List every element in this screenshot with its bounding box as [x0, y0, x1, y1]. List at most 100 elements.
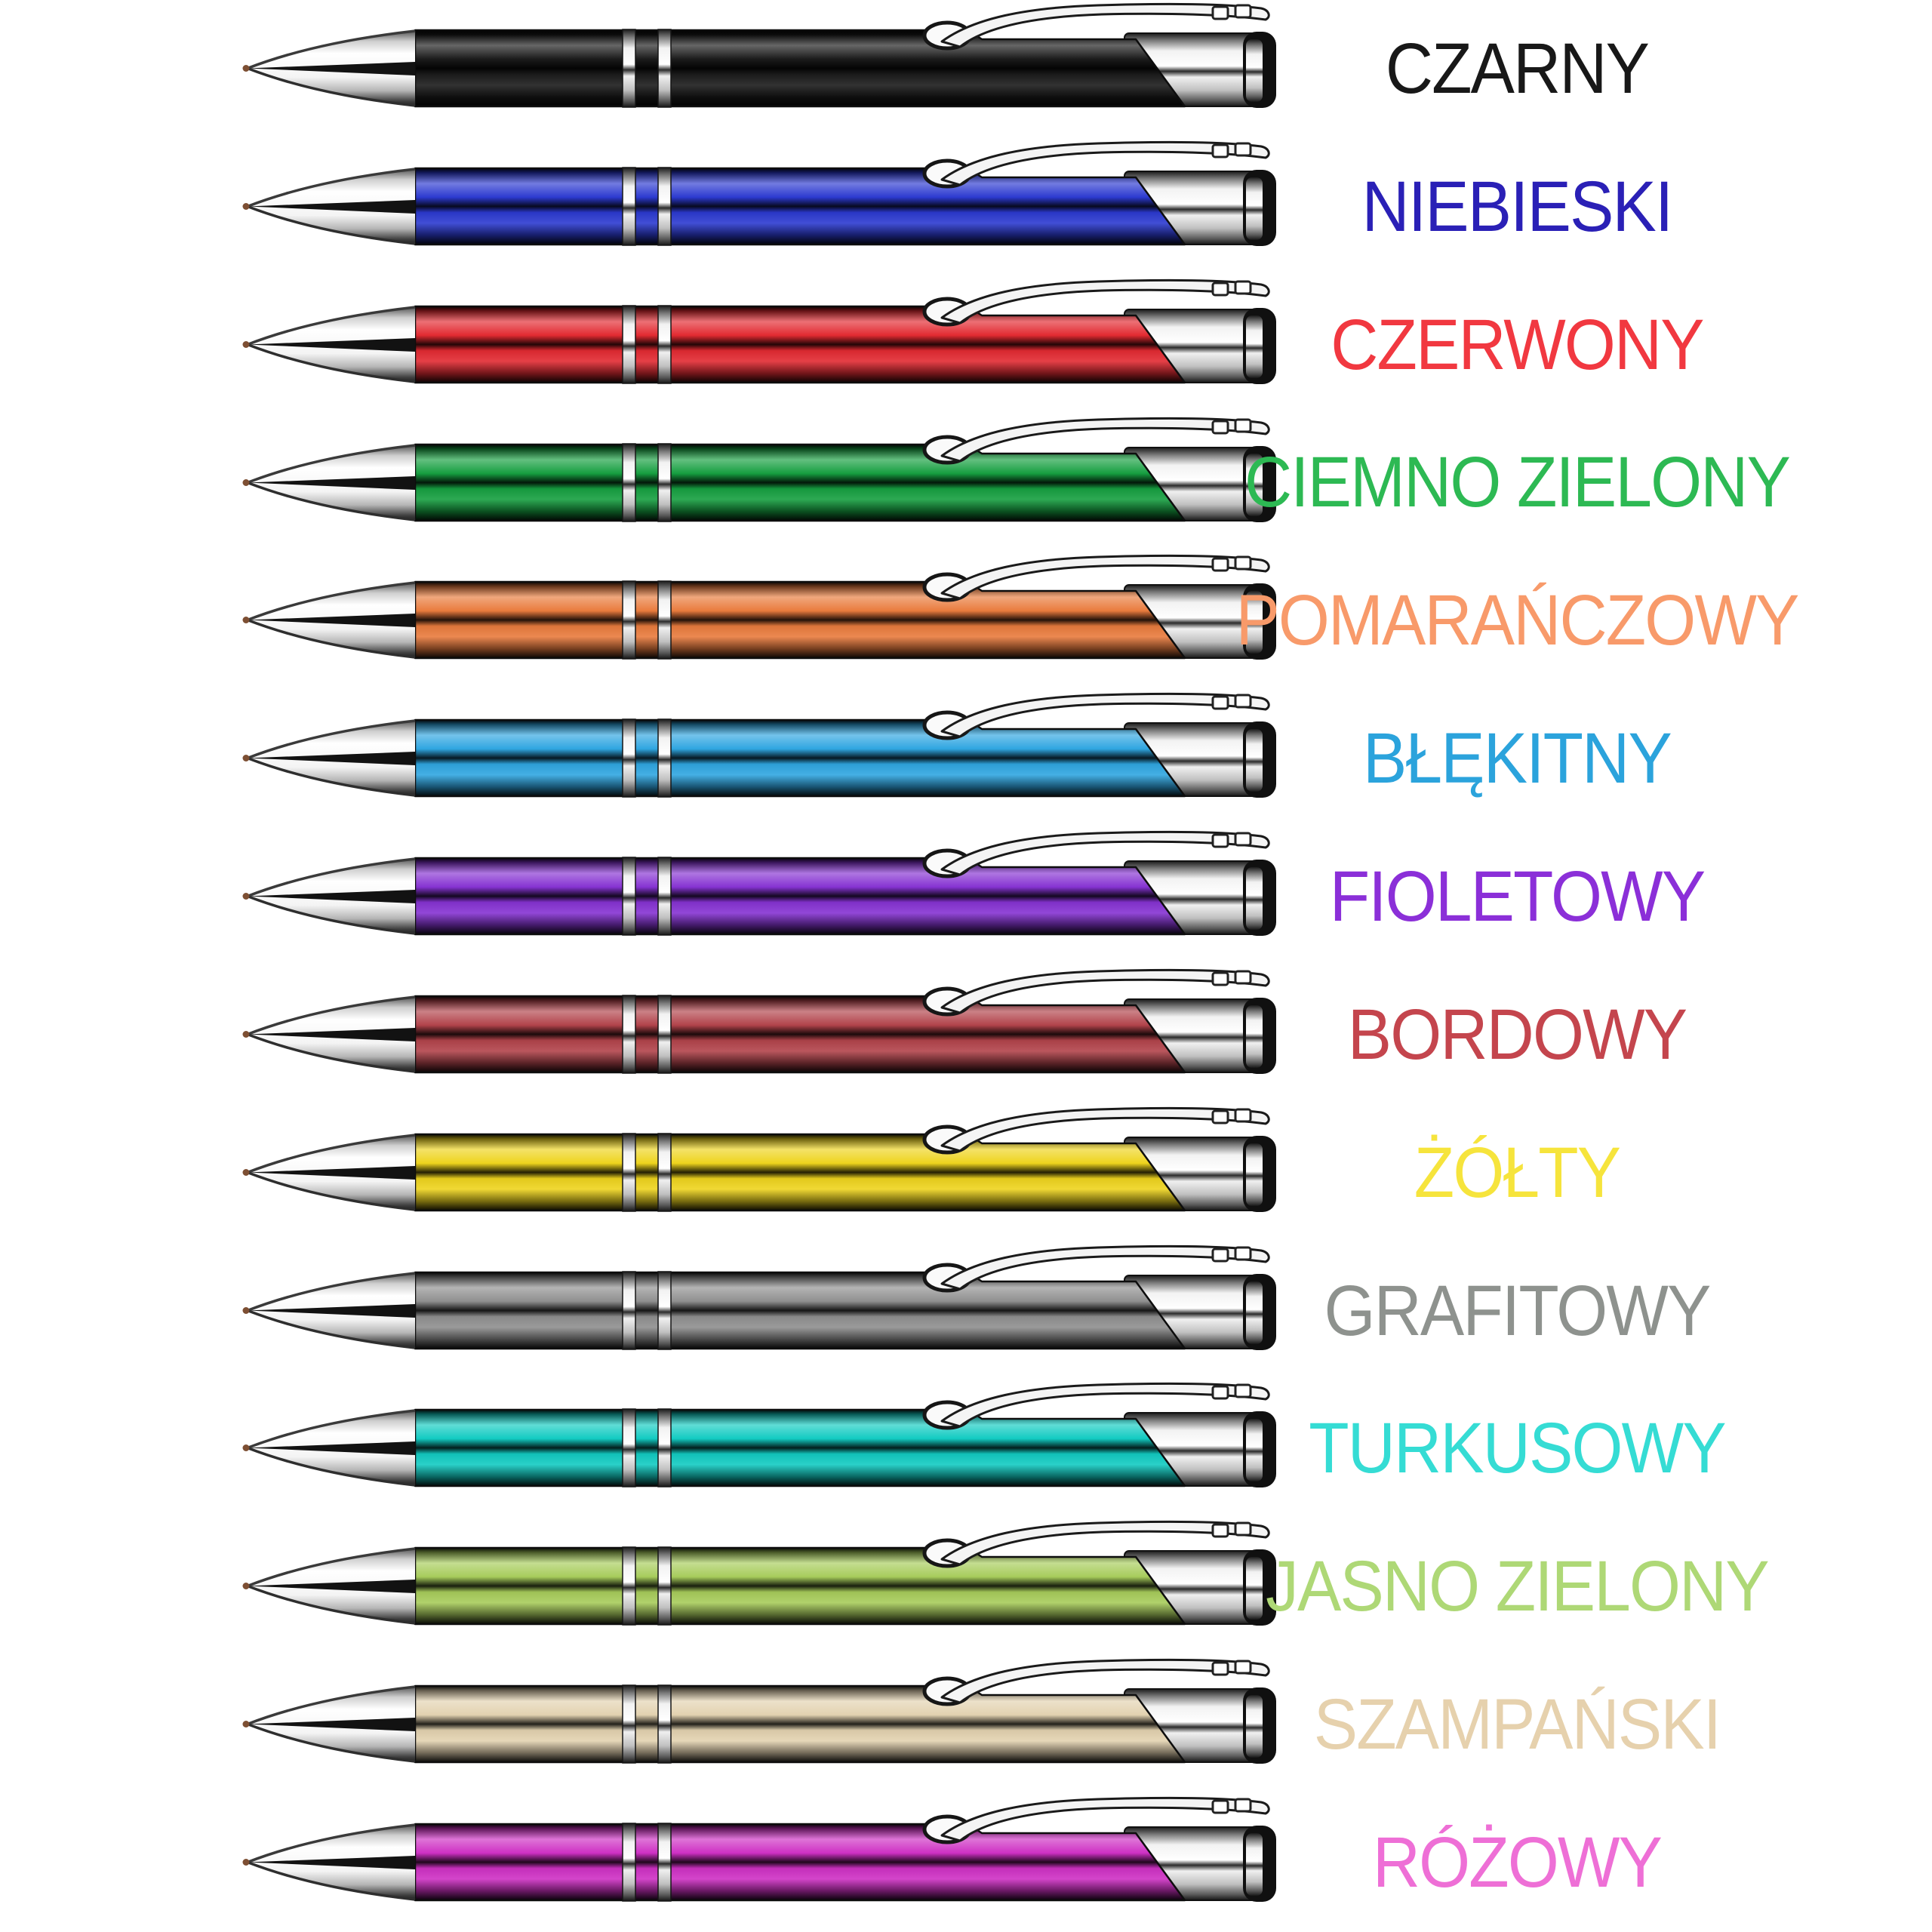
pen-ball-point	[242, 1168, 250, 1176]
pen-clip-detail-1	[1211, 1385, 1229, 1400]
pen-clip-detail-2	[1234, 694, 1252, 709]
pen-tip-core	[248, 1165, 415, 1180]
pen-clip-detail-2	[1234, 4, 1252, 19]
pen-tip-edge-top	[247, 857, 416, 898]
pen-button	[1246, 315, 1263, 378]
pen-illustration	[242, 417, 1276, 522]
pen-ball-point	[242, 202, 250, 210]
pen-ring-front	[622, 1823, 636, 1902]
pen-tip-edge-top	[247, 1547, 416, 1588]
pen-row: CZERWONY	[0, 276, 1932, 414]
pen-ring-front	[622, 995, 636, 1074]
pen-illustration	[242, 140, 1276, 246]
pen-clip	[940, 1521, 1270, 1566]
pen-button	[1246, 1832, 1263, 1896]
pen-tip-edge-top	[247, 719, 416, 760]
pen-ring-rear	[657, 1823, 672, 1902]
pen-row: BORDOWY	[0, 966, 1932, 1104]
pen-ball-point	[242, 1030, 250, 1038]
pen-row: NIEBIESKI	[0, 138, 1932, 276]
pen-ring-rear	[657, 857, 672, 936]
pen-clip	[940, 1383, 1270, 1428]
pen-illustration	[242, 968, 1276, 1074]
pen-barrel	[414, 1823, 1186, 1902]
pen-illustration	[242, 1106, 1276, 1212]
pen-ball-point	[242, 1858, 250, 1866]
pen-button	[1246, 177, 1263, 240]
pen-row: GRAFITOWY	[0, 1242, 1932, 1380]
pen-tip-core	[248, 752, 415, 766]
pen-clip	[940, 968, 1270, 1014]
pen-clip	[940, 1658, 1270, 1704]
pen-row: RÓŻOWY	[0, 1794, 1932, 1932]
pen-clip-detail-1	[1211, 971, 1229, 986]
pen-row: CIEMNO ZIELONY	[0, 414, 1932, 552]
pen-tip-core	[248, 1580, 415, 1594]
pen-color-label: CZARNY	[1385, 28, 1650, 109]
pen-ball-point	[242, 340, 250, 348]
pen-color-label: TURKUSOWY	[1309, 1408, 1726, 1489]
pen-button	[1246, 39, 1263, 102]
pen-ring-rear	[657, 718, 672, 798]
pen-ball-point	[242, 1306, 250, 1314]
pen-ring-front	[622, 1546, 636, 1626]
pen-ring-rear	[657, 1684, 672, 1764]
pen-color-label: ŻÓŁTY	[1414, 1132, 1621, 1213]
pen-clip-detail-1	[1211, 1247, 1229, 1263]
pen-tip-edge-bottom	[247, 66, 416, 107]
pen-tip-core	[248, 890, 415, 904]
pen-tip-core	[248, 1718, 415, 1732]
pen-button	[1246, 1419, 1263, 1482]
pen-clip-detail-2	[1234, 1108, 1252, 1123]
pen-ring-front	[622, 857, 636, 936]
pen-color-label: CZERWONY	[1331, 304, 1704, 385]
pen-color-label: FIOLETOWY	[1329, 856, 1706, 937]
pen-clip-detail-2	[1234, 280, 1252, 295]
pen-clip-detail-2	[1234, 555, 1252, 571]
pen-clip-detail-2	[1234, 1798, 1252, 1813]
pen-barrel	[414, 995, 1186, 1074]
pen-clip-detail-1	[1211, 1799, 1229, 1814]
pen-illustration	[242, 830, 1276, 937]
pen-button	[1246, 1557, 1263, 1620]
pen-barrel	[414, 167, 1186, 246]
pen-color-label: CIEMNO ZIELONY	[1244, 442, 1791, 523]
pen-barrel	[414, 443, 1186, 521]
pen-barrel	[414, 1133, 1186, 1211]
pen-tip-edge-bottom	[247, 1309, 416, 1349]
pen-clip	[940, 1796, 1270, 1842]
pen-illustration	[242, 278, 1276, 384]
pen-tip-edge-bottom	[247, 894, 416, 935]
pen-clip	[940, 278, 1270, 325]
pen-tip-edge-bottom	[247, 205, 416, 245]
pen-tip-core	[248, 337, 415, 352]
pen-tip-edge-bottom	[247, 1860, 416, 1901]
pen-clip-detail-1	[1211, 557, 1229, 572]
pen-illustration	[242, 693, 1276, 798]
pen-tip-core	[248, 1441, 415, 1456]
pen-illustration	[242, 1521, 1276, 1626]
pen-ball-point	[242, 1721, 250, 1728]
pen-ring-rear	[657, 1546, 672, 1626]
pen-tip-edge-top	[247, 581, 416, 622]
pen-ball-point	[242, 893, 250, 900]
pen-clip	[940, 2, 1270, 48]
pen-ring-rear	[657, 442, 672, 522]
pen-button	[1246, 1281, 1263, 1344]
pen-clip-detail-2	[1234, 142, 1252, 157]
pen-clip-detail-1	[1211, 420, 1229, 435]
pen-row: POMARAŃCZOWY	[0, 552, 1932, 690]
pen-illustration	[242, 2, 1276, 108]
pen-tip-core	[248, 1855, 415, 1869]
pen-tip-core	[248, 199, 415, 214]
pen-ring-front	[622, 1408, 636, 1488]
pen-tip-edge-bottom	[247, 1447, 416, 1487]
pen-clip-detail-1	[1211, 695, 1229, 710]
pen-clip-detail-2	[1234, 970, 1252, 985]
pen-tip-edge-top	[247, 1134, 416, 1174]
pen-tip-edge-top	[247, 168, 416, 208]
pen-row: TURKUSOWY	[0, 1380, 1932, 1518]
pen-tip-core	[248, 475, 415, 490]
pen-clip-detail-1	[1211, 1661, 1229, 1676]
